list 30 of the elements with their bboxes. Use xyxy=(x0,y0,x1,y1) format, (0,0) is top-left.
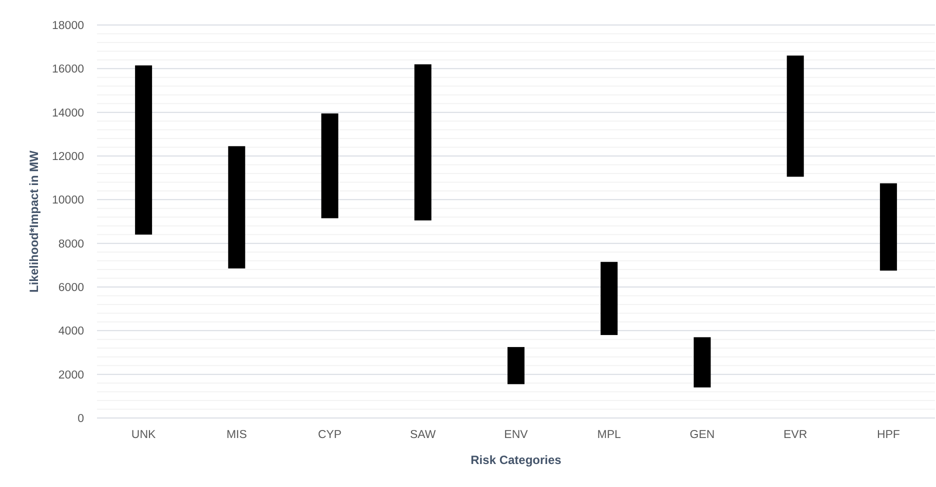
y-tick-label: 14000 xyxy=(52,107,84,120)
x-axis-title: Risk Categories xyxy=(470,453,562,467)
bar xyxy=(694,337,711,388)
x-tick-label: MIS xyxy=(226,429,248,441)
x-tick-label: UNK xyxy=(131,429,156,441)
y-tick-label: 16000 xyxy=(52,64,84,76)
y-tick-label: 4000 xyxy=(58,326,84,338)
bar xyxy=(321,113,338,218)
x-tick-label: HPF xyxy=(876,429,900,441)
x-tick-label: MPL xyxy=(597,429,622,441)
y-tick-label: 2000 xyxy=(58,369,84,382)
x-tick-label: CYP xyxy=(318,429,342,441)
y-axis-title: Likelihood*Impact in MW xyxy=(27,150,41,293)
x-tick-label: GEN xyxy=(690,429,715,441)
y-tick-label: 10000 xyxy=(52,194,84,207)
y-tick-label: 0 xyxy=(78,413,84,426)
bar xyxy=(508,347,524,384)
y-tick-label: 8000 xyxy=(58,238,84,250)
y-tick-label: 18000 xyxy=(52,20,84,32)
bar xyxy=(228,146,246,268)
x-tick-label: SAW xyxy=(410,429,436,441)
bar xyxy=(414,64,432,220)
y-tick-label: 12000 xyxy=(52,151,84,164)
bar xyxy=(880,183,897,271)
bar xyxy=(135,65,152,235)
x-tick-label: EVR xyxy=(784,429,808,441)
x-tick-label: ENV xyxy=(504,429,528,441)
y-tick-label: 6000 xyxy=(58,282,84,294)
bar xyxy=(600,262,618,336)
bar xyxy=(786,56,804,177)
